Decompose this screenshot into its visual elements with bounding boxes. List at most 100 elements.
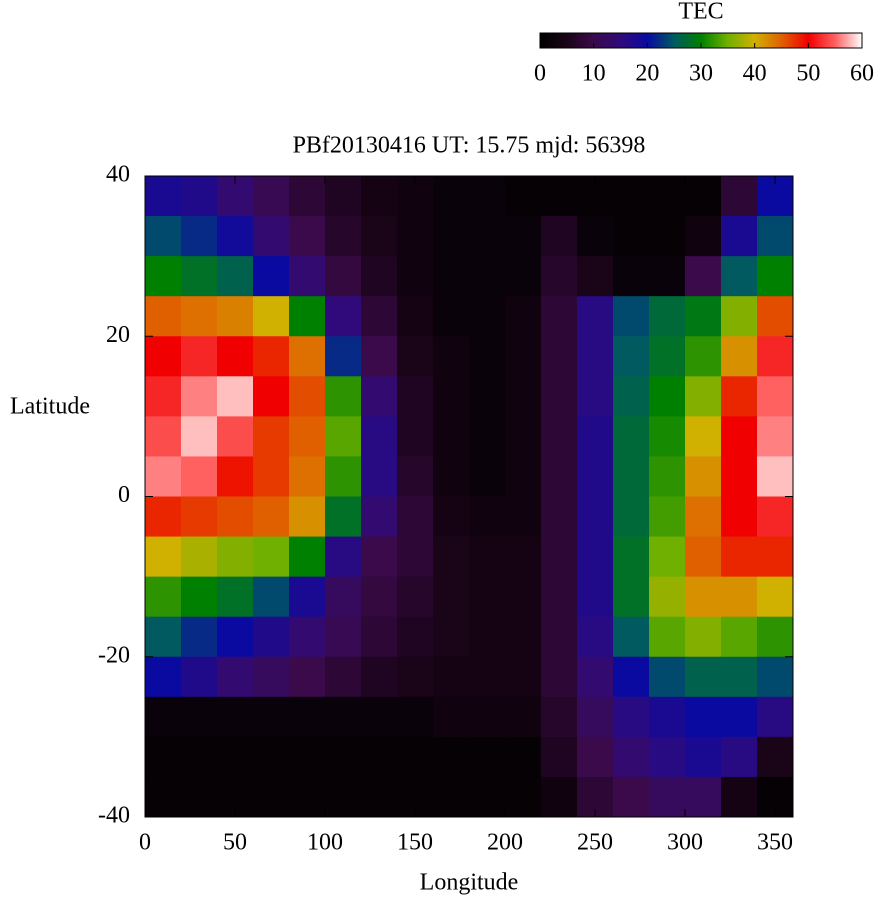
heat-cell — [325, 496, 362, 538]
heat-cell — [325, 376, 362, 417]
heat-cell — [253, 256, 290, 297]
heat-cell — [181, 416, 218, 457]
heat-cell — [613, 496, 650, 538]
heat-cell — [289, 456, 326, 497]
heat-cell — [721, 536, 758, 578]
heat-cell — [181, 736, 218, 778]
heat-cell — [325, 776, 362, 818]
heat-cell — [217, 336, 254, 377]
heat-cell — [721, 736, 758, 778]
x-tick-label: 250 — [577, 830, 613, 856]
heat-cell — [325, 736, 362, 778]
heat-cell — [469, 176, 506, 217]
heat-cell — [181, 616, 218, 658]
heat-cell — [361, 576, 398, 618]
heat-cell — [469, 256, 506, 297]
heat-cell — [145, 336, 182, 377]
x-tick-label: 350 — [757, 830, 793, 856]
heat-cell — [541, 176, 578, 217]
heat-cell — [145, 616, 182, 658]
heat-cell — [433, 616, 470, 658]
heat-cell — [577, 256, 614, 297]
heat-cell — [397, 736, 434, 778]
heat-cell — [685, 616, 722, 658]
heat-cell — [361, 376, 398, 417]
heat-cell — [613, 576, 650, 618]
y-tick-label: 20 — [106, 322, 130, 348]
heat-cell — [505, 776, 542, 818]
heat-cell — [325, 296, 362, 337]
heat-cell — [289, 656, 326, 698]
heat-cell — [469, 296, 506, 337]
heat-cell — [433, 296, 470, 337]
heat-cell — [325, 176, 362, 217]
heat-cell — [145, 656, 182, 698]
heat-cell — [181, 576, 218, 618]
heat-cell — [145, 576, 182, 618]
heat-cell — [505, 296, 542, 337]
heat-cell — [145, 496, 182, 538]
heat-cell — [325, 256, 362, 297]
heat-cell — [613, 736, 650, 778]
heat-cell — [433, 656, 470, 698]
heat-cell — [469, 416, 506, 457]
heat-cell — [721, 416, 758, 457]
heat-cell — [253, 696, 290, 738]
heat-cell — [505, 176, 542, 217]
heat-cell — [433, 216, 470, 257]
heat-cell — [361, 336, 398, 377]
heat-cell — [289, 736, 326, 778]
heat-cell — [469, 736, 506, 778]
heat-cell — [649, 336, 686, 377]
heat-cell — [397, 696, 434, 738]
heat-cell — [433, 736, 470, 778]
heat-cell — [397, 616, 434, 658]
heat-cell — [505, 696, 542, 738]
heat-cell — [721, 456, 758, 497]
heat-cell — [253, 376, 290, 417]
heat-cell — [325, 416, 362, 457]
heat-cell — [253, 296, 290, 337]
heat-cell — [721, 336, 758, 377]
heat-cell — [217, 656, 254, 698]
heat-cell — [433, 176, 470, 217]
heat-cell — [289, 616, 326, 658]
heat-cell — [217, 496, 254, 538]
x-tick-label: 150 — [397, 830, 433, 856]
heat-cell — [613, 256, 650, 297]
heat-cell — [181, 536, 218, 578]
heat-cell — [361, 176, 398, 217]
heat-cell — [505, 576, 542, 618]
heat-cell — [469, 616, 506, 658]
heat-cell — [433, 776, 470, 818]
colorbar-tick-label: 10 — [582, 61, 606, 87]
heat-cell — [325, 216, 362, 257]
heat-cell — [433, 416, 470, 457]
heat-cell — [253, 536, 290, 578]
heat-cell — [685, 576, 722, 618]
heat-cell — [289, 336, 326, 377]
heat-cell — [505, 656, 542, 698]
heat-cell — [505, 736, 542, 778]
heat-cell — [649, 656, 686, 698]
x-axis-label: Longitude — [420, 870, 519, 896]
heat-cell — [325, 696, 362, 738]
heat-cell — [433, 496, 470, 538]
heat-cell — [145, 376, 182, 417]
colorbar-tick-label: 0 — [534, 61, 546, 87]
heat-cell — [469, 776, 506, 818]
heat-cell — [721, 496, 758, 538]
heat-cell — [253, 576, 290, 618]
heat-cell — [289, 536, 326, 578]
heat-cell — [757, 456, 794, 497]
heat-cell — [361, 616, 398, 658]
heat-cell — [613, 376, 650, 417]
heat-cell — [685, 696, 722, 738]
heat-cell — [289, 776, 326, 818]
heat-cell — [433, 256, 470, 297]
heat-cell — [649, 536, 686, 578]
heat-cell — [649, 176, 686, 217]
x-tick-label: 100 — [307, 830, 343, 856]
heat-cell — [577, 616, 614, 658]
